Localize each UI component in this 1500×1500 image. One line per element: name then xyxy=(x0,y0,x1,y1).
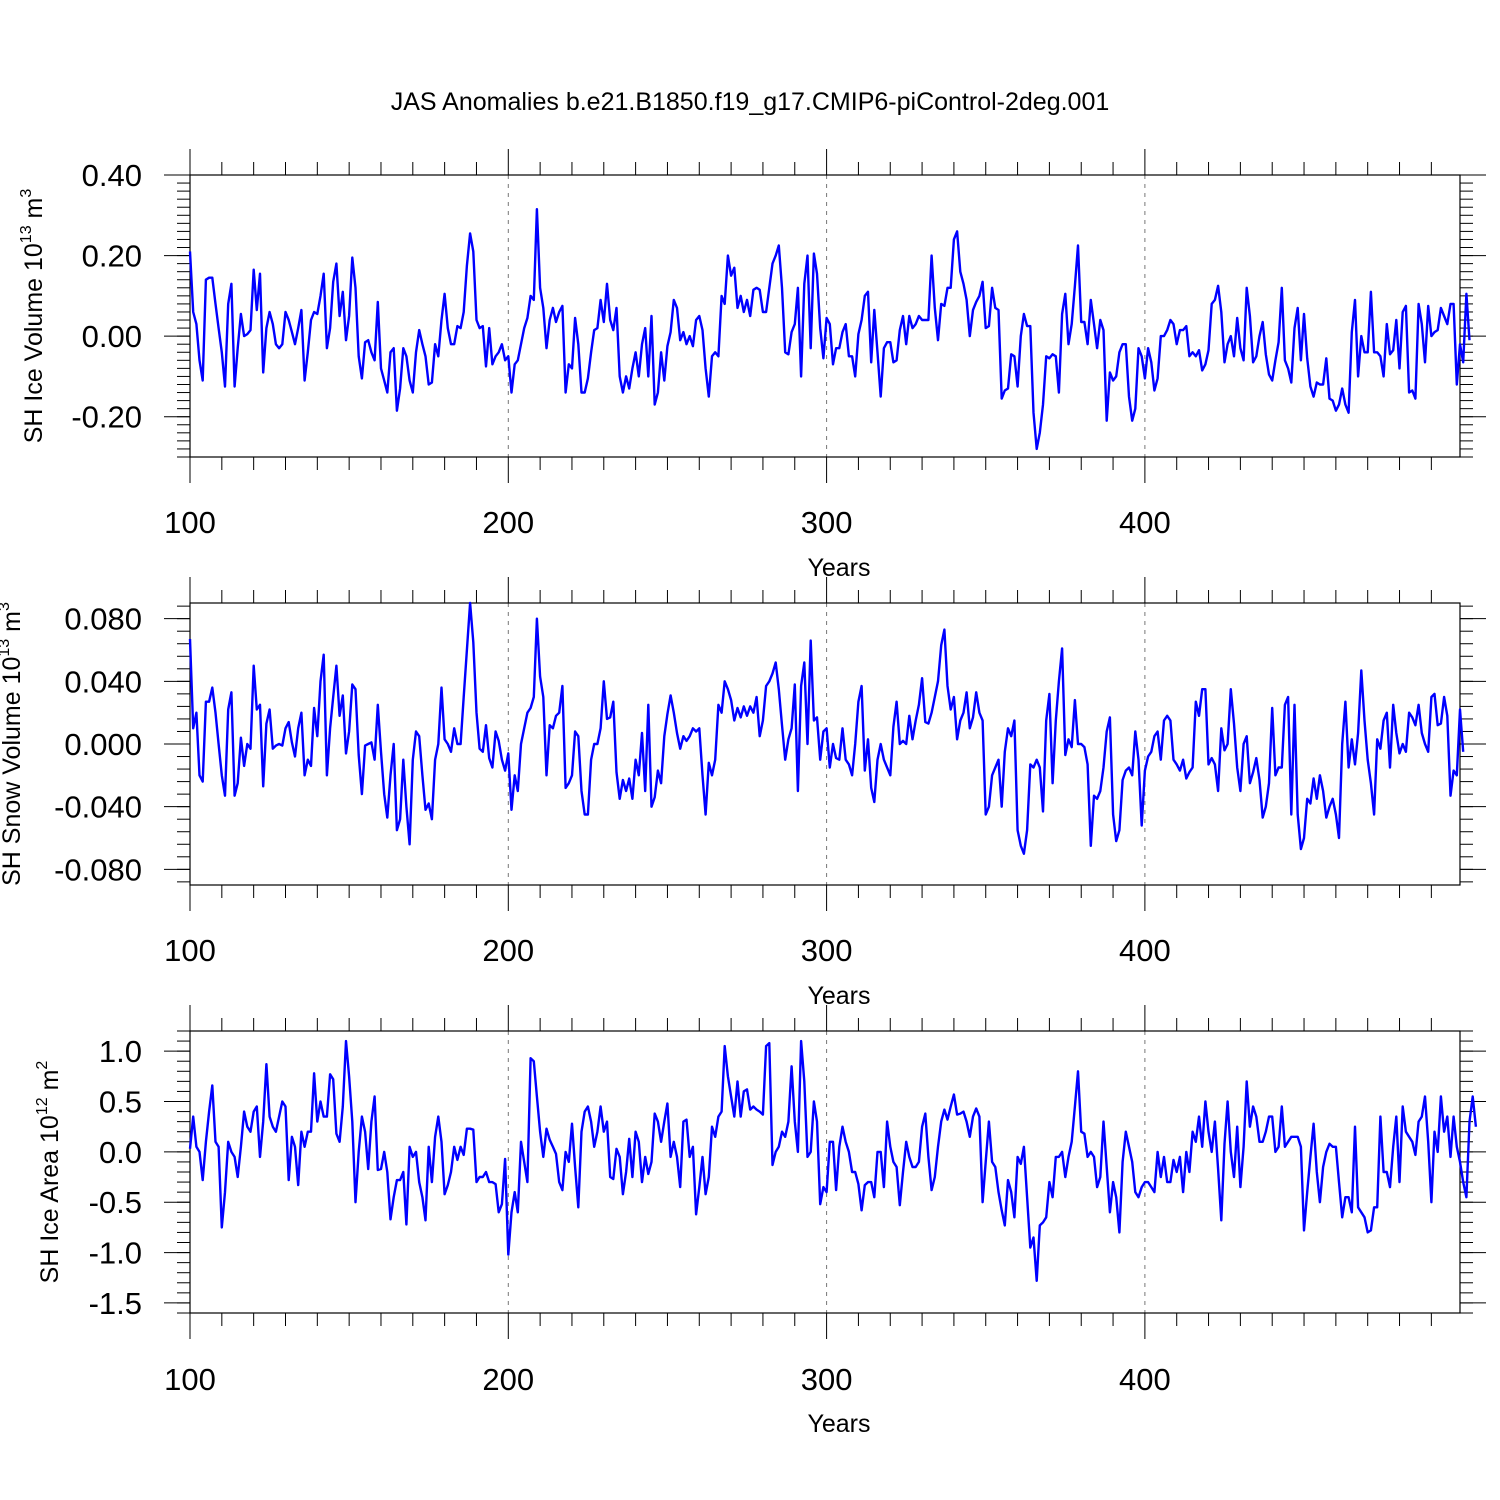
x-tick-label: 400 xyxy=(1119,933,1171,968)
y-tick-label: 0.5 xyxy=(99,1085,142,1120)
x-tick-label: 100 xyxy=(164,505,216,540)
y-tick-label: -0.040 xyxy=(54,790,142,825)
panel-snow-volume: 0.080 0.040 0.000 -0.040 -0.080 100 200 300 400 Y… xyxy=(0,577,1486,1010)
y-tick-label: 1.0 xyxy=(99,1034,142,1069)
plot-frame xyxy=(189,1030,1461,1314)
y-axis-title: SH Ice Volume 1013 m3 xyxy=(18,189,48,444)
y-tick-label: 0.080 xyxy=(64,602,142,637)
y-tick-label: 0.000 xyxy=(64,727,142,762)
y-tick-label: 0.040 xyxy=(64,664,142,699)
y-tick-label: -0.080 xyxy=(54,852,142,887)
y-tick-label: 0.0 xyxy=(99,1135,142,1170)
x-axis-title: Years xyxy=(807,1410,870,1438)
x-tick-label: 100 xyxy=(164,1362,216,1397)
x-tick-label: 300 xyxy=(801,505,853,540)
plot-frame xyxy=(189,174,1461,458)
series-line-ice-area xyxy=(188,1039,1478,1283)
y-tick-label: -1.5 xyxy=(89,1286,142,1321)
y-tick-label: -1.0 xyxy=(89,1236,142,1271)
x-tick-label: 300 xyxy=(801,933,853,968)
series-line-ice-volume xyxy=(188,207,1471,451)
y-axis-title: SH Snow Volume 1013 m3 xyxy=(0,602,26,886)
y-tick-label: 0.00 xyxy=(82,319,142,354)
chart-title: JAS Anomalies b.e21.B1850.f19_g17.CMIP6-… xyxy=(391,88,1110,116)
panel-ice-volume: 0.40 0.20 0.00 -0.20 100 200 300 400 Years SH Ice… xyxy=(18,149,1486,582)
x-axis-title: Years xyxy=(807,554,870,582)
x-tick-label: 400 xyxy=(1119,1362,1171,1397)
series-line-snow-volume xyxy=(188,601,1465,855)
x-axis-title: Years xyxy=(807,982,870,1010)
y-tick-label: 0.20 xyxy=(82,239,142,274)
panel-ice-area: 1.0 0.5 0.0 -0.5 -1.0 -1.5 100 200 300 400 Years SH… xyxy=(34,1005,1486,1438)
y-axis-title: SH Ice Area 1012 m2 xyxy=(34,1061,64,1284)
x-tick-label: 200 xyxy=(482,933,534,968)
x-tick-label: 100 xyxy=(164,933,216,968)
y-tick-label: -0.5 xyxy=(89,1185,142,1220)
x-tick-label: 200 xyxy=(482,1362,534,1397)
x-tick-label: 200 xyxy=(482,505,534,540)
y-tick-label: 0.40 xyxy=(82,158,142,193)
x-tick-label: 400 xyxy=(1119,505,1171,540)
x-tick-label: 300 xyxy=(801,1362,853,1397)
y-tick-label: -0.20 xyxy=(71,400,142,435)
